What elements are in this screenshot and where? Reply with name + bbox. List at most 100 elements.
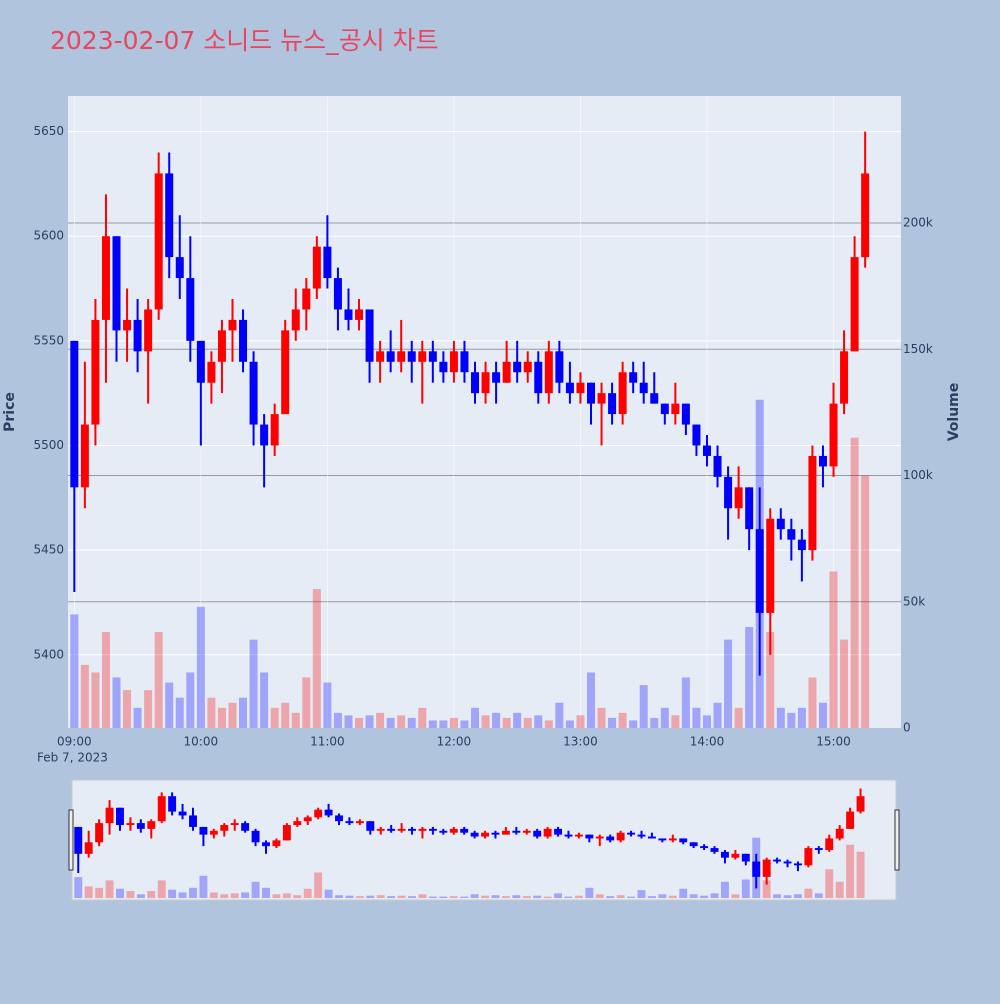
candle-body bbox=[165, 173, 174, 258]
range-candle-body bbox=[595, 836, 604, 839]
volume-bar bbox=[123, 690, 132, 728]
volume-bar bbox=[355, 717, 364, 728]
volume-bar bbox=[544, 720, 553, 728]
range-handle[interactable] bbox=[894, 809, 900, 871]
range-candle-body bbox=[793, 863, 802, 866]
candle-body bbox=[629, 372, 638, 383]
range-candle-body bbox=[199, 826, 208, 835]
volume-bar bbox=[386, 717, 395, 728]
range-candle-body bbox=[324, 809, 333, 816]
volume-bar bbox=[639, 685, 648, 728]
candle-body bbox=[829, 403, 838, 467]
range-candle-body bbox=[282, 825, 291, 841]
range-volume-bar bbox=[627, 896, 636, 898]
volume-bar bbox=[302, 677, 311, 728]
range-volume-bar bbox=[700, 895, 709, 898]
range-candle-body bbox=[710, 848, 719, 852]
x-tick-label: 09:00 bbox=[57, 735, 92, 749]
range-volume-bar bbox=[835, 881, 844, 898]
y2-tick-label: 200k bbox=[903, 216, 933, 230]
y2-tick-label: 50k bbox=[903, 594, 925, 608]
range-volume-bar bbox=[668, 895, 677, 898]
volume-bar bbox=[365, 715, 374, 728]
volume-bar bbox=[523, 717, 532, 728]
range-candle-body bbox=[720, 851, 729, 858]
range-slider[interactable] bbox=[71, 779, 897, 901]
candle-body bbox=[365, 309, 374, 362]
range-volume-bar bbox=[147, 891, 156, 898]
volume-bar bbox=[428, 720, 437, 728]
candle-body bbox=[544, 351, 553, 394]
range-volume-bar bbox=[783, 895, 792, 898]
range-candle-body bbox=[470, 832, 479, 837]
range-volume-bar bbox=[585, 887, 594, 898]
range-candle-body bbox=[168, 796, 177, 812]
volume-bar bbox=[724, 639, 733, 728]
candle-body bbox=[376, 351, 385, 362]
volume-bar bbox=[829, 571, 838, 728]
range-volume-bar bbox=[74, 877, 83, 898]
range-candle-body bbox=[481, 832, 489, 837]
volume-bar bbox=[281, 702, 290, 728]
range-volume-bar bbox=[470, 894, 479, 898]
range-candle-body bbox=[157, 796, 166, 822]
candle-body bbox=[418, 351, 427, 362]
candle-body bbox=[249, 361, 258, 425]
y2-tick-label: 150k bbox=[903, 342, 933, 356]
y-tick-label: 5400 bbox=[33, 647, 64, 661]
range-candle-body bbox=[439, 830, 448, 833]
range-volume-bar bbox=[741, 879, 750, 898]
volume-bar bbox=[80, 664, 89, 728]
range-candle-body bbox=[84, 842, 93, 854]
volume-bar bbox=[407, 717, 416, 728]
range-candle-body bbox=[679, 838, 688, 843]
range-candle-body bbox=[731, 853, 740, 858]
candle-body bbox=[144, 309, 153, 352]
range-candle-body bbox=[95, 823, 104, 843]
volume-bar bbox=[144, 690, 153, 728]
volume-bar bbox=[260, 672, 269, 728]
x-tick-label: 14:00 bbox=[690, 735, 725, 749]
range-volume-bar bbox=[825, 869, 834, 898]
candle-body bbox=[513, 361, 522, 373]
range-volume-bar bbox=[793, 894, 802, 898]
candle-body bbox=[449, 351, 458, 373]
volume-bar bbox=[91, 672, 100, 728]
range-candle-body bbox=[460, 828, 469, 833]
range-candle-body bbox=[126, 823, 135, 826]
volume-bar bbox=[586, 672, 595, 728]
candle-body bbox=[386, 351, 395, 362]
candle-body bbox=[323, 246, 332, 279]
candle-body bbox=[523, 361, 532, 373]
candle-body bbox=[776, 518, 785, 530]
range-handle[interactable] bbox=[68, 809, 74, 871]
candle-body bbox=[260, 424, 269, 446]
candle-body bbox=[291, 309, 300, 331]
candle-body bbox=[239, 319, 248, 362]
range-volume-bar bbox=[762, 880, 771, 898]
date-label: Feb 7, 2023 bbox=[37, 751, 108, 765]
range-candle-body bbox=[147, 821, 156, 829]
candle-body bbox=[534, 361, 543, 394]
range-volume-bar bbox=[574, 895, 583, 898]
volume-bar bbox=[597, 707, 606, 728]
candle-body bbox=[713, 455, 722, 477]
volume-bar bbox=[713, 702, 722, 728]
candle-body bbox=[818, 455, 827, 467]
range-volume-bar bbox=[230, 893, 239, 898]
range-volume-bar bbox=[679, 888, 688, 898]
range-volume-bar bbox=[428, 896, 437, 898]
candle-body bbox=[217, 330, 226, 362]
range-candle-body bbox=[303, 817, 312, 822]
range-volume-bar bbox=[397, 895, 406, 898]
plot-area bbox=[68, 96, 901, 728]
range-volume-bar bbox=[856, 851, 865, 898]
y2-tick-label: 0 bbox=[903, 721, 911, 735]
range-volume-bar bbox=[282, 893, 291, 898]
candle-body bbox=[154, 173, 163, 310]
volume-bar bbox=[608, 717, 617, 728]
candle-body bbox=[186, 278, 195, 341]
range-candle-body bbox=[428, 828, 437, 831]
volume-bar bbox=[513, 712, 522, 728]
